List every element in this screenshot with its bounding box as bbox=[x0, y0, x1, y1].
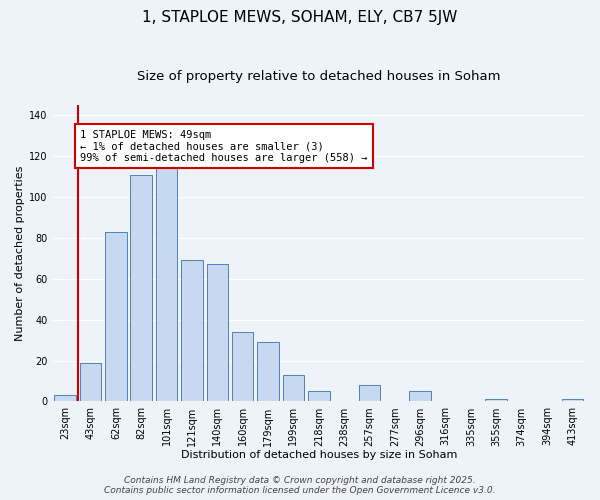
Title: Size of property relative to detached houses in Soham: Size of property relative to detached ho… bbox=[137, 70, 500, 83]
Bar bbox=[283, 375, 304, 402]
Text: 1 STAPLOE MEWS: 49sqm
← 1% of detached houses are smaller (3)
99% of semi-detach: 1 STAPLOE MEWS: 49sqm ← 1% of detached h… bbox=[80, 130, 368, 162]
Bar bbox=[562, 400, 583, 402]
Text: 1, STAPLOE MEWS, SOHAM, ELY, CB7 5JW: 1, STAPLOE MEWS, SOHAM, ELY, CB7 5JW bbox=[142, 10, 458, 25]
Bar bbox=[206, 264, 228, 402]
Bar bbox=[130, 174, 152, 402]
Bar bbox=[105, 232, 127, 402]
Bar bbox=[156, 166, 178, 402]
Bar bbox=[409, 391, 431, 402]
Bar bbox=[257, 342, 279, 402]
Bar bbox=[359, 385, 380, 402]
X-axis label: Distribution of detached houses by size in Soham: Distribution of detached houses by size … bbox=[181, 450, 457, 460]
Bar bbox=[181, 260, 203, 402]
Bar bbox=[80, 362, 101, 402]
Y-axis label: Number of detached properties: Number of detached properties bbox=[15, 166, 25, 341]
Bar bbox=[55, 396, 76, 402]
Text: Contains HM Land Registry data © Crown copyright and database right 2025.
Contai: Contains HM Land Registry data © Crown c… bbox=[104, 476, 496, 495]
Bar bbox=[232, 332, 253, 402]
Bar bbox=[308, 391, 329, 402]
Bar bbox=[485, 400, 507, 402]
